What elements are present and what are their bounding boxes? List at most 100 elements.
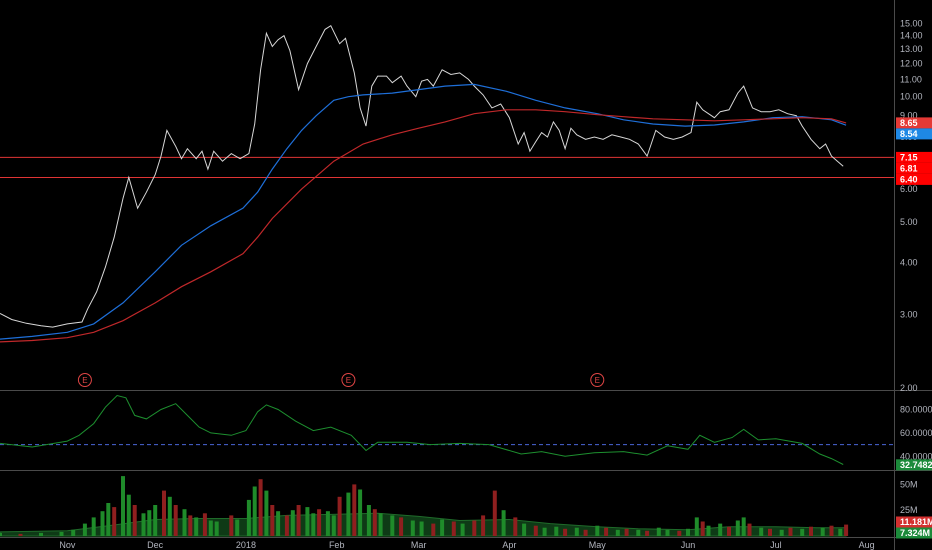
volume-bar-49 (399, 517, 404, 536)
price-panel (0, 24, 847, 343)
price-tick-4: 11.00 (900, 74, 922, 84)
volume-bar-50 (410, 520, 415, 536)
volume-bar-8 (106, 503, 111, 536)
volume-badge-1-box (896, 527, 932, 539)
price-badge-1-text: 8.54 (900, 129, 918, 139)
volume-bar-19 (182, 509, 187, 536)
volume-panel: 50M 25M (0, 476, 918, 537)
price-badge-3-box (896, 162, 932, 174)
volume-bar-9 (112, 507, 117, 536)
volume-bar-73 (645, 530, 650, 536)
earnings-marker-label-2: E (595, 376, 600, 385)
volume-bar-42 (346, 492, 351, 536)
volume-bar-25 (229, 515, 234, 536)
volume-bar-58 (492, 490, 497, 536)
earnings-marker-1 (341, 373, 356, 387)
volume-bar-90 (800, 528, 805, 536)
volume-bar-82 (727, 526, 731, 536)
price-badge-0-box (896, 117, 932, 129)
volume-bar-68 (595, 525, 600, 536)
price-badge-2-text: 7.15 (900, 152, 918, 162)
horizontal-levels (0, 156, 894, 178)
oscillator-badge-text: 32.7482 (900, 460, 932, 470)
volume-bar-80 (706, 525, 711, 536)
volume-bar-91 (809, 526, 813, 536)
volume-bar-65 (563, 528, 568, 536)
price-tick-9: 6.00 (900, 184, 918, 194)
volume-bar-81 (718, 523, 723, 536)
earnings-marker-label-0: E (82, 376, 87, 385)
volume-bar-47 (378, 513, 383, 536)
volume-bar-74 (656, 527, 661, 536)
volume-bar-76 (677, 530, 682, 536)
price-tick-0: 15.00 (900, 18, 923, 28)
price-badge-1-box (896, 128, 932, 140)
time-tick-0: Nov (59, 540, 76, 550)
volume-bar-71 (624, 528, 629, 536)
volume-bar-17 (167, 496, 172, 536)
volume-bar-21 (194, 517, 199, 536)
volume-bar-30 (264, 490, 269, 536)
volume-bar-85 (747, 523, 752, 536)
volume-bar-45 (366, 505, 371, 536)
price-series-line-2 (0, 109, 847, 343)
volume-bar-77 (686, 528, 690, 536)
price-tick-2: 13.00 (900, 44, 923, 54)
time-tick-3: Feb (329, 540, 345, 550)
volume-bar-23 (208, 520, 213, 536)
time-tick-4: Mar (411, 540, 427, 550)
volume-bar-51 (419, 521, 424, 536)
volume-bar-61 (522, 523, 527, 536)
volume-bar-3 (59, 531, 64, 536)
time-tick-5: Apr (502, 540, 516, 550)
volume-bar-79 (700, 521, 705, 536)
volume-bar-34 (290, 510, 295, 536)
volume-bar-52 (431, 523, 436, 536)
volume-bar-14 (147, 510, 152, 536)
time-tick-8: Jul (770, 540, 782, 550)
price-series-line-1 (0, 83, 847, 340)
time-tick-7: Jun (681, 540, 696, 550)
volume-bar-55 (460, 523, 465, 536)
volume-bar-4 (71, 529, 76, 536)
time-axis: Nov Dec 2018 Feb Mar Apr May Jun Jul Aug (59, 540, 874, 550)
volume-bar-33 (284, 515, 289, 536)
price-tick-6: 9.00 (900, 111, 918, 121)
volume-bar-67 (583, 529, 588, 536)
volume-bar-41 (337, 496, 342, 536)
volume-bar-27 (246, 499, 251, 536)
volume-bar-22 (202, 513, 207, 536)
volume-bar-93 (829, 525, 834, 536)
price-axis: 15.0014.0013.0012.0011.0010.009.008.007.… (900, 18, 923, 393)
price-tick-3: 12.00 (900, 59, 923, 69)
volume-tick-0: 50M (900, 479, 918, 489)
volume-bar-18 (173, 505, 178, 536)
volume-bar-48 (390, 515, 395, 536)
volume-bar-12 (132, 505, 137, 536)
volume-bar-15 (153, 505, 158, 536)
volume-bar-16 (162, 490, 166, 536)
volume-bar-38 (317, 509, 322, 536)
volume-bar-11 (126, 494, 131, 536)
volume-bar-78 (694, 517, 699, 536)
volume-bar-35 (296, 505, 301, 536)
volume-badge-1-text: 7.324M (900, 528, 930, 538)
earnings-marker-2 (590, 373, 605, 387)
volume-bar-29 (258, 479, 263, 536)
volume-bar-43 (352, 484, 357, 536)
oscillator-tick-2: 40.0000 (900, 451, 932, 461)
volume-bar-10 (121, 476, 125, 536)
volume-bar-87 (768, 528, 772, 536)
price-tick-13: 2.00 (900, 383, 918, 393)
volume-bar-69 (604, 527, 609, 536)
price-tick-12: 3.00 (900, 310, 918, 320)
volume-badge-0-text: 11.181M (900, 517, 932, 527)
volume-bar-46 (372, 509, 377, 536)
time-tick-2: 2018 (236, 540, 256, 550)
price-badge-4-box (896, 173, 932, 185)
price-badge-2-box (896, 151, 932, 163)
price-tick-11: 4.00 (900, 258, 918, 268)
volume-tick-1: 25M (900, 505, 918, 515)
volume-bar-66 (574, 527, 579, 536)
